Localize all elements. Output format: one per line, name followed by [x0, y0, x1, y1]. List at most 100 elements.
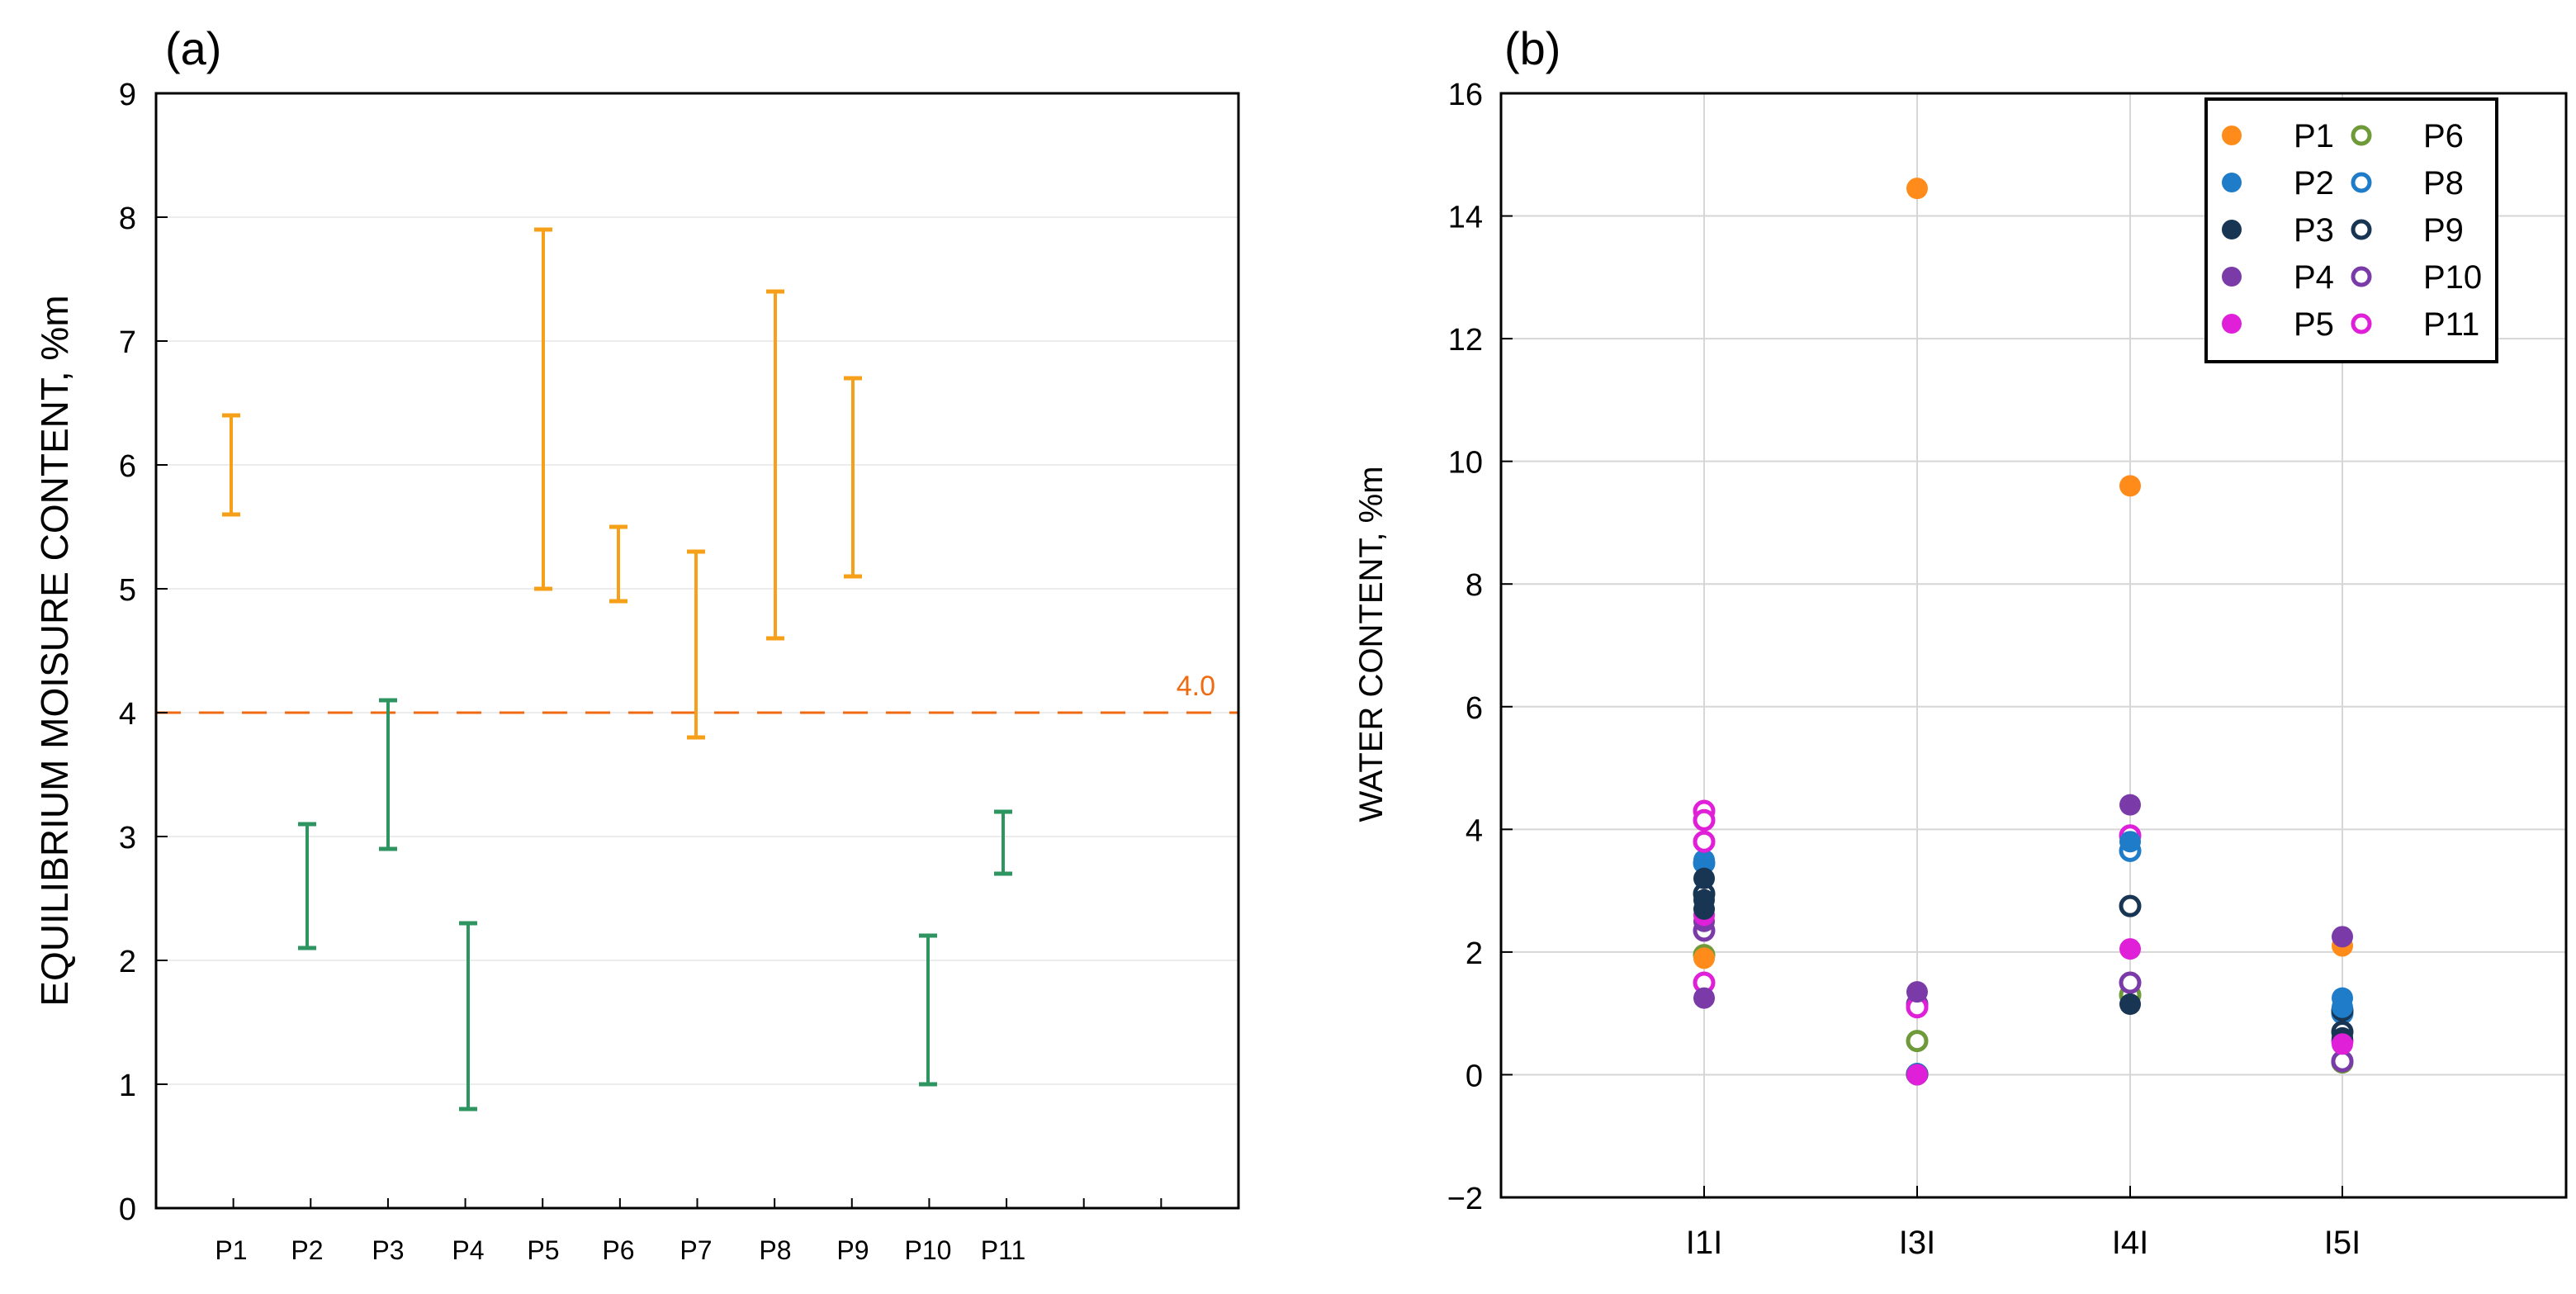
y-tick-label: 0	[1466, 1059, 1483, 1093]
point-p5	[2119, 938, 2141, 960]
threshold-label: 4.0	[1177, 671, 1215, 702]
legend-label: P5	[2294, 306, 2334, 343]
range-bar-p10	[919, 933, 937, 1087]
range-bar-p11	[994, 809, 1012, 876]
y-tick-label: 0	[119, 1192, 136, 1227]
legend-label: P10	[2423, 259, 2482, 296]
legend-marker	[2351, 266, 2372, 287]
x-tick-label: I4I	[2112, 1225, 2148, 1261]
panel-b-plot-frame	[1499, 92, 2568, 1199]
point-p10	[2119, 971, 2142, 994]
point-p1	[1906, 178, 1928, 200]
legend-marker	[2351, 313, 2372, 334]
point-p9	[2119, 894, 2142, 917]
range-bar-p5	[534, 227, 552, 591]
y-tick-label: 8	[119, 201, 136, 236]
legend-item-p6: P6	[2351, 118, 2464, 154]
y-tick-label: −2	[1447, 1182, 1483, 1216]
point-p1	[1693, 947, 1715, 969]
x-tick-label: I3I	[1899, 1225, 1935, 1261]
legend-item-p3: P3	[2222, 212, 2334, 249]
y-tick-label: 10	[1448, 446, 1483, 481]
legend-marker	[2222, 173, 2242, 192]
range-bar-p4	[459, 921, 477, 1112]
panel-b-label: (b)	[1504, 22, 1560, 74]
range-bar-p8	[766, 289, 784, 641]
point-p6	[1906, 1030, 1929, 1053]
legend-label: P2	[2294, 165, 2334, 201]
point-p2	[2119, 831, 2141, 853]
y-tick-label: 7	[119, 325, 136, 360]
point-p2	[1693, 849, 1715, 871]
y-tick-label: 6	[1466, 691, 1483, 726]
x-tick-label: P7	[680, 1235, 712, 1265]
y-tick-label: 6	[119, 449, 136, 484]
legend-item-p8: P8	[2351, 165, 2464, 201]
range-bar-p2	[298, 822, 316, 950]
legend-marker	[2222, 267, 2242, 287]
legend-marker	[2351, 219, 2372, 240]
panel-a-y-axis-label: EQUILIBRIUM MOISURE CONTENT, %m	[33, 295, 76, 1006]
point-p1	[2119, 475, 2141, 497]
panel-a-y-ticks: 0 1 2 3 4 5 6 7 8 9	[119, 78, 168, 1227]
panel-b-x-ticks: I1I I3I I4I I5I	[1686, 1186, 2361, 1261]
legend-item-p4: P4	[2222, 259, 2334, 296]
y-tick-label: 12	[1448, 323, 1483, 358]
y-tick-label: 8	[1466, 568, 1483, 603]
point-p11	[1693, 808, 1716, 832]
legend-item-p1: P1	[2222, 118, 2334, 154]
x-tick-label: P3	[372, 1235, 404, 1265]
legend-item-p11: P11	[2351, 306, 2479, 343]
range-bar-p3	[379, 698, 397, 851]
point-p4	[1906, 981, 1928, 1003]
legend-marker	[2351, 125, 2372, 146]
x-tick-label: P11	[981, 1235, 1026, 1265]
x-tick-label: P1	[215, 1235, 247, 1265]
legend-item-p10: P10	[2351, 259, 2482, 296]
panel-a-label: (a)	[165, 22, 221, 74]
y-tick-label: 16	[1448, 78, 1483, 112]
y-tick-label: 9	[119, 78, 136, 112]
y-tick-label: 4	[1466, 813, 1483, 848]
panel-a-ranges	[222, 227, 1012, 1112]
legend-marker	[2222, 126, 2242, 145]
y-tick-label: 5	[119, 573, 136, 608]
legend-label: P11	[2423, 306, 2479, 343]
legend: P1 P2 P3 P4 P5 P6 P8 P9 P10 P11	[2204, 97, 2498, 363]
y-tick-label: 2	[119, 945, 136, 979]
point-p4	[2332, 926, 2353, 948]
x-tick-label: P9	[836, 1235, 869, 1265]
y-tick-label: 4	[119, 697, 136, 732]
x-tick-label: P8	[759, 1235, 791, 1265]
x-tick-label: P2	[291, 1235, 323, 1265]
legend-marker	[2222, 314, 2242, 334]
point-p5	[1906, 1064, 1928, 1086]
range-bar-p1	[222, 413, 240, 517]
legend-label: P9	[2423, 212, 2464, 249]
y-tick-label: 3	[119, 821, 136, 856]
x-tick-label: P10	[905, 1235, 952, 1265]
panel-b-points	[1693, 178, 2354, 1086]
legend-label: P1	[2294, 118, 2334, 154]
legend-item-p5: P5	[2222, 306, 2334, 343]
x-tick-label: I1I	[1686, 1225, 1722, 1261]
legend-marker	[2222, 220, 2242, 239]
y-tick-label: 14	[1448, 201, 1483, 235]
legend-label: P8	[2423, 165, 2464, 201]
legend-label: P6	[2423, 118, 2464, 154]
y-tick-label: 1	[119, 1069, 136, 1103]
panel-b-y-axis-label: WATER CONTENT, %m	[1353, 466, 1390, 822]
legend-marker	[2351, 172, 2372, 193]
point-p3	[1693, 889, 1715, 911]
point-p11	[1693, 830, 1716, 853]
x-tick-label: P6	[602, 1235, 634, 1265]
point-p4	[2119, 794, 2141, 816]
legend-label: P4	[2294, 259, 2334, 296]
point-p10	[2331, 1050, 2354, 1073]
point-p3	[2119, 993, 2141, 1016]
point-p3	[1693, 867, 1715, 889]
range-bar-p6	[609, 524, 627, 604]
panel-b-scatter-chart: (b) −2 0 2 4 6 8 10 12 14 16 I1I I3I I4I I5I WATER C…	[1353, 22, 2568, 1261]
panel-a-x-ticks: P1 P2 P3 P4 P5 P6 P7 P8 P9 P10 P11	[215, 1198, 1239, 1265]
